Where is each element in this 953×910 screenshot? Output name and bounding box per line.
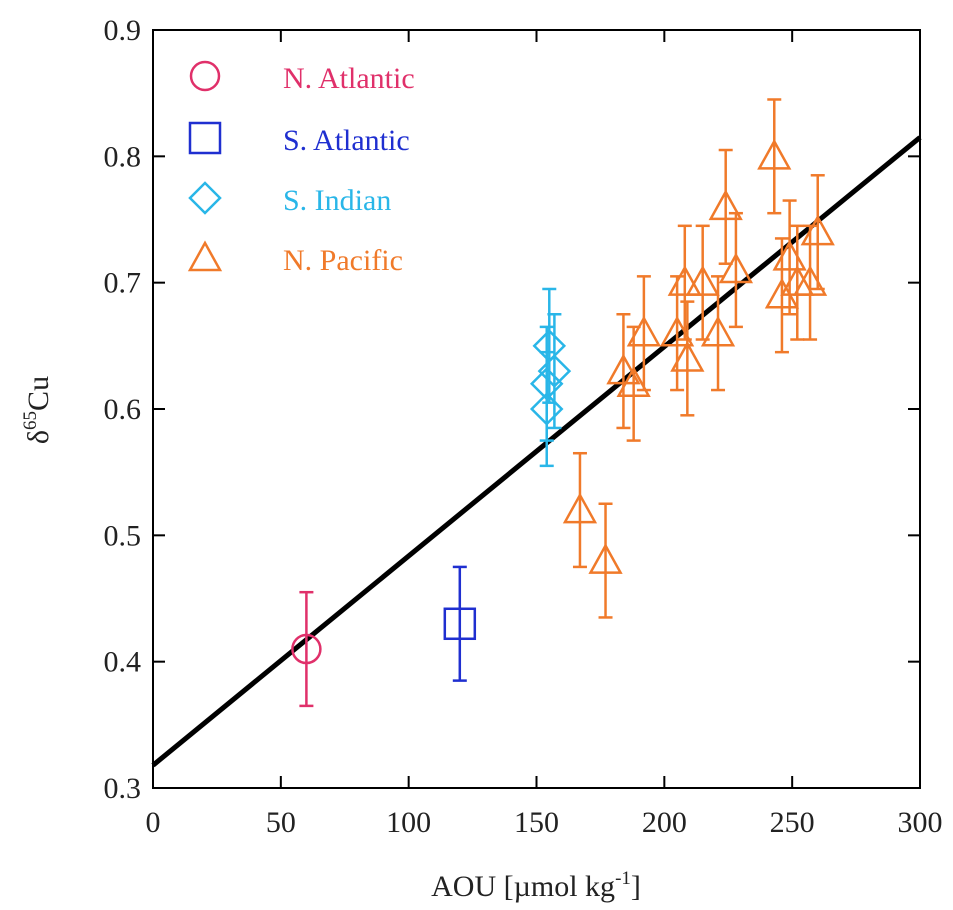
y-tick-label: 0.4 xyxy=(104,646,142,679)
legend-label: N. Pacific xyxy=(283,244,403,277)
legend-marker xyxy=(188,121,222,155)
legend-label: S. Atlantic xyxy=(283,124,410,157)
x-tick-label: 0 xyxy=(146,806,161,839)
regression-line xyxy=(151,135,922,768)
y-axis-title: δ65Cu xyxy=(20,376,55,444)
x-tick-label: 300 xyxy=(898,806,943,839)
data-point xyxy=(588,543,623,574)
data-point xyxy=(626,315,662,347)
data-points xyxy=(291,98,835,708)
legend: N. Atlantic S. Atlantic S. Indian N. Pacifi… xyxy=(187,60,415,277)
series-s-indian xyxy=(529,287,572,468)
data-point xyxy=(708,189,743,221)
x-tick-label: 50 xyxy=(266,806,296,839)
x-axis-title: AOU [µmol kg-1] xyxy=(431,868,641,903)
series-n-atlantic xyxy=(291,590,322,708)
data-point xyxy=(562,492,598,524)
plot-frame xyxy=(152,29,921,789)
legend-label: S. Indian xyxy=(283,184,391,217)
data-point xyxy=(700,315,736,347)
data-point xyxy=(537,354,572,388)
data-point xyxy=(718,252,754,284)
x-tick-label: 100 xyxy=(386,806,431,839)
y-tick-label: 0.5 xyxy=(104,519,142,552)
x-tick-label: 200 xyxy=(642,806,687,839)
y-tick-label: 0.9 xyxy=(104,14,142,47)
data-point xyxy=(606,353,641,385)
series-s-atlantic xyxy=(443,565,477,682)
data-point xyxy=(757,138,792,170)
x-tick-labels: 0 50 100 150 200 250 300 xyxy=(146,806,943,839)
y-tick-label: 0.3 xyxy=(104,772,142,805)
legend-marker xyxy=(188,181,222,215)
y-tick-labels: 0.3 0.4 0.5 0.6 0.7 0.8 0.9 xyxy=(104,14,142,805)
data-point xyxy=(685,265,720,296)
legend-marker xyxy=(187,240,223,272)
y-tick-label: 0.8 xyxy=(104,140,142,173)
y-tick-label: 0.7 xyxy=(104,267,142,300)
data-point xyxy=(800,214,835,246)
data-point xyxy=(529,366,564,401)
data-point xyxy=(667,265,702,296)
x-tick-label: 250 xyxy=(770,806,815,839)
data-point xyxy=(616,366,651,397)
legend-marker xyxy=(189,60,221,92)
series-n-pacific xyxy=(562,98,835,619)
x-tick-label: 150 xyxy=(514,806,559,839)
legend-label: N. Atlantic xyxy=(283,62,415,95)
y-tick-label: 0.6 xyxy=(104,393,142,426)
data-point xyxy=(443,607,477,641)
data-point xyxy=(291,633,322,665)
data-point xyxy=(670,340,705,372)
